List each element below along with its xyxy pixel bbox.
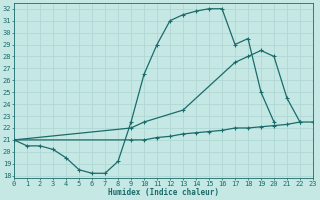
X-axis label: Humidex (Indice chaleur): Humidex (Indice chaleur) [108,188,219,197]
